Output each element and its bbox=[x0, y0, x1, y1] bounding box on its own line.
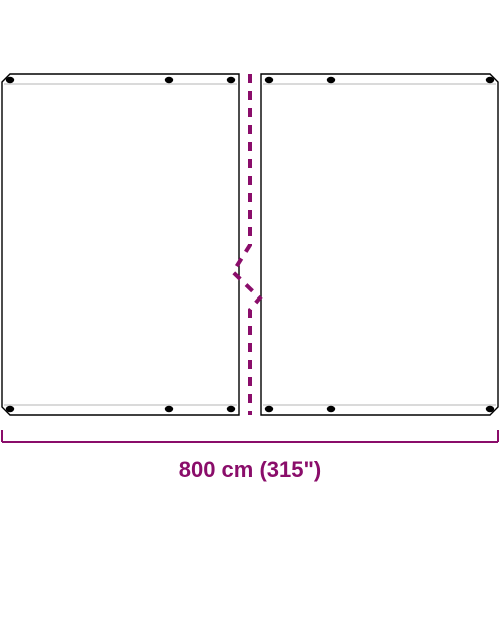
grommet bbox=[265, 77, 273, 83]
grommet bbox=[265, 406, 273, 412]
grommet bbox=[165, 77, 173, 83]
grommet bbox=[486, 77, 494, 83]
grommet bbox=[227, 77, 235, 83]
grommet bbox=[165, 406, 173, 412]
grommet bbox=[6, 406, 14, 412]
grommet bbox=[327, 77, 335, 83]
width-measurement-label: 800 cm (315") bbox=[0, 457, 500, 483]
grommet bbox=[327, 406, 335, 412]
grommet bbox=[6, 77, 14, 83]
panel-outline bbox=[2, 74, 239, 415]
diagram-canvas: 800 cm (315") bbox=[0, 0, 500, 641]
diagram-svg bbox=[0, 0, 500, 641]
panel-outline bbox=[261, 74, 498, 415]
grommet bbox=[486, 406, 494, 412]
grommet bbox=[227, 406, 235, 412]
